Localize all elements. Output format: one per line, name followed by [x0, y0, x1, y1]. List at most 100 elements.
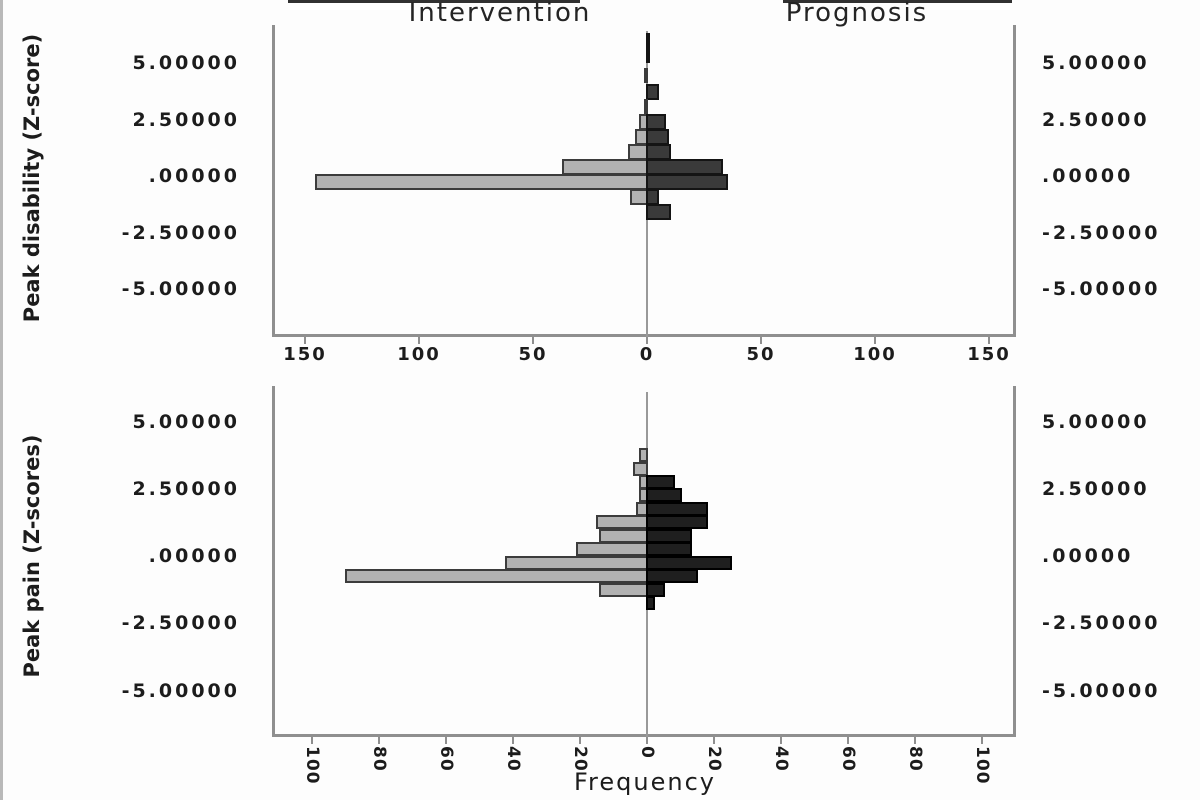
x-tick-label: 60 [436, 746, 456, 772]
y-tick-label-right: 5.00000 [1042, 410, 1150, 433]
histogram-bar-prognosis [646, 555, 732, 570]
x-tick-label: 50 [518, 344, 548, 365]
y-tick-label-left: .00000 [148, 545, 240, 567]
x-tick-label: 0 [639, 344, 655, 365]
y-tick-label-left: 2.50000 [132, 477, 240, 500]
y-tick-label-left: 5.00000 [132, 410, 240, 433]
histogram-bar-prognosis [646, 47, 651, 63]
histogram-bar-prognosis [646, 144, 671, 160]
panel-frame-left [272, 386, 275, 737]
histogram-bar-prognosis [646, 582, 665, 597]
x-tick-mark [981, 737, 983, 744]
y-tick-label-right: 2.50000 [1042, 477, 1150, 500]
x-tick-label: 100 [853, 344, 897, 365]
histogram-bar-intervention [643, 67, 648, 84]
histogram-bar-prognosis [646, 32, 651, 49]
x-tick-label: 50 [746, 344, 776, 365]
x-tick-mark [780, 737, 782, 744]
histogram-bar-prognosis [646, 129, 669, 145]
x-tick-label: 0 [637, 746, 657, 759]
histogram-bar-prognosis [646, 488, 682, 503]
histogram-bar-intervention [639, 448, 648, 463]
x-tick-label: 80 [369, 746, 389, 772]
y-tick-label-left: 2.50000 [132, 108, 240, 131]
top-crop-border-segment [288, 0, 580, 3]
x-tick-mark [311, 737, 313, 744]
histogram-bar-intervention [561, 159, 648, 175]
histogram-bar-prognosis [646, 189, 660, 205]
histogram-bar-intervention [505, 555, 648, 570]
histogram-bar-prognosis [646, 515, 709, 530]
x-tick-mark [445, 737, 447, 744]
y-tick-label-right: -5.00000 [1042, 679, 1161, 702]
histogram-bar-prognosis [646, 596, 655, 611]
y-tick-label-left: -2.50000 [121, 221, 240, 244]
x-tick-label: 100 [302, 746, 322, 785]
x-tick-mark [532, 337, 534, 344]
x-tick-mark [579, 737, 581, 744]
y-tick-label-right: -5.00000 [1042, 278, 1161, 300]
x-tick-mark [304, 337, 306, 344]
top-crop-border-segment [783, 0, 1012, 3]
histogram-bar-prognosis [646, 475, 675, 490]
y-tick-label-right: 5.00000 [1042, 52, 1150, 74]
histogram-bar-prognosis [646, 528, 692, 543]
series-title-prognosis: Prognosis [785, 0, 929, 28]
histogram-bar-prognosis [646, 542, 692, 557]
histogram-bar-prognosis [646, 159, 724, 175]
panel-frame-left [272, 25, 275, 337]
x-tick-mark [760, 337, 762, 344]
histogram-bar-prognosis [646, 204, 671, 220]
panel-frame-right [1013, 25, 1016, 337]
x-tick-label: 80 [905, 746, 925, 772]
x-tick-label: 100 [972, 746, 992, 785]
x-tick-label: 40 [503, 746, 523, 772]
y-tick-label-right: -2.50000 [1042, 221, 1161, 244]
histogram-bar-intervention [315, 174, 648, 190]
y-tick-label-right: -2.50000 [1042, 612, 1161, 635]
x-tick-label: 20 [570, 746, 590, 772]
x-tick-label: 20 [704, 746, 724, 772]
y-tick-label-left: -2.50000 [121, 612, 240, 635]
panel-axis-bottom [272, 734, 1016, 737]
histogram-bar-prognosis [646, 84, 660, 100]
histogram-bar-intervention [632, 461, 648, 476]
x-tick-label: 60 [838, 746, 858, 772]
y-tick-label-left: -5.00000 [121, 679, 240, 702]
histogram-bar-intervention [599, 528, 648, 543]
y-tick-label-left: .00000 [148, 165, 240, 187]
x-tick-mark [418, 337, 420, 344]
histogram-bar-prognosis [646, 501, 709, 516]
x-tick-mark [874, 337, 876, 344]
histogram-bar-intervention [575, 542, 648, 557]
x-axis-title-frequency: Frequency [574, 768, 716, 796]
histogram-bar-intervention [627, 144, 648, 160]
panel-axis-bottom [272, 334, 1016, 337]
y-tick-label-right: .00000 [1042, 165, 1134, 187]
histogram-bar-intervention [595, 515, 648, 530]
x-tick-mark [646, 737, 648, 744]
x-tick-mark [512, 737, 514, 744]
y-tick-label-right: .00000 [1042, 545, 1134, 567]
series-title-intervention: Intervention [408, 0, 592, 28]
histogram-bar-intervention [599, 582, 648, 597]
x-tick-label: 100 [397, 344, 441, 365]
x-tick-label: 40 [771, 746, 791, 772]
y-tick-label-right: 2.50000 [1042, 108, 1150, 131]
x-tick-label: 150 [967, 344, 1011, 365]
histogram-bar-prognosis [646, 174, 728, 190]
x-tick-label: 150 [283, 344, 327, 365]
histogram-bar-prognosis [646, 569, 699, 584]
x-tick-mark [847, 737, 849, 744]
x-tick-mark [713, 737, 715, 744]
histogram-bar-intervention [643, 99, 648, 115]
y-tick-label-left: 5.00000 [132, 52, 240, 74]
x-tick-mark [378, 737, 380, 744]
x-tick-mark [646, 337, 648, 344]
x-tick-mark [988, 337, 990, 344]
histogram-bar-prognosis [646, 114, 667, 130]
panel-frame-right [1013, 386, 1016, 737]
x-tick-mark [914, 737, 916, 744]
